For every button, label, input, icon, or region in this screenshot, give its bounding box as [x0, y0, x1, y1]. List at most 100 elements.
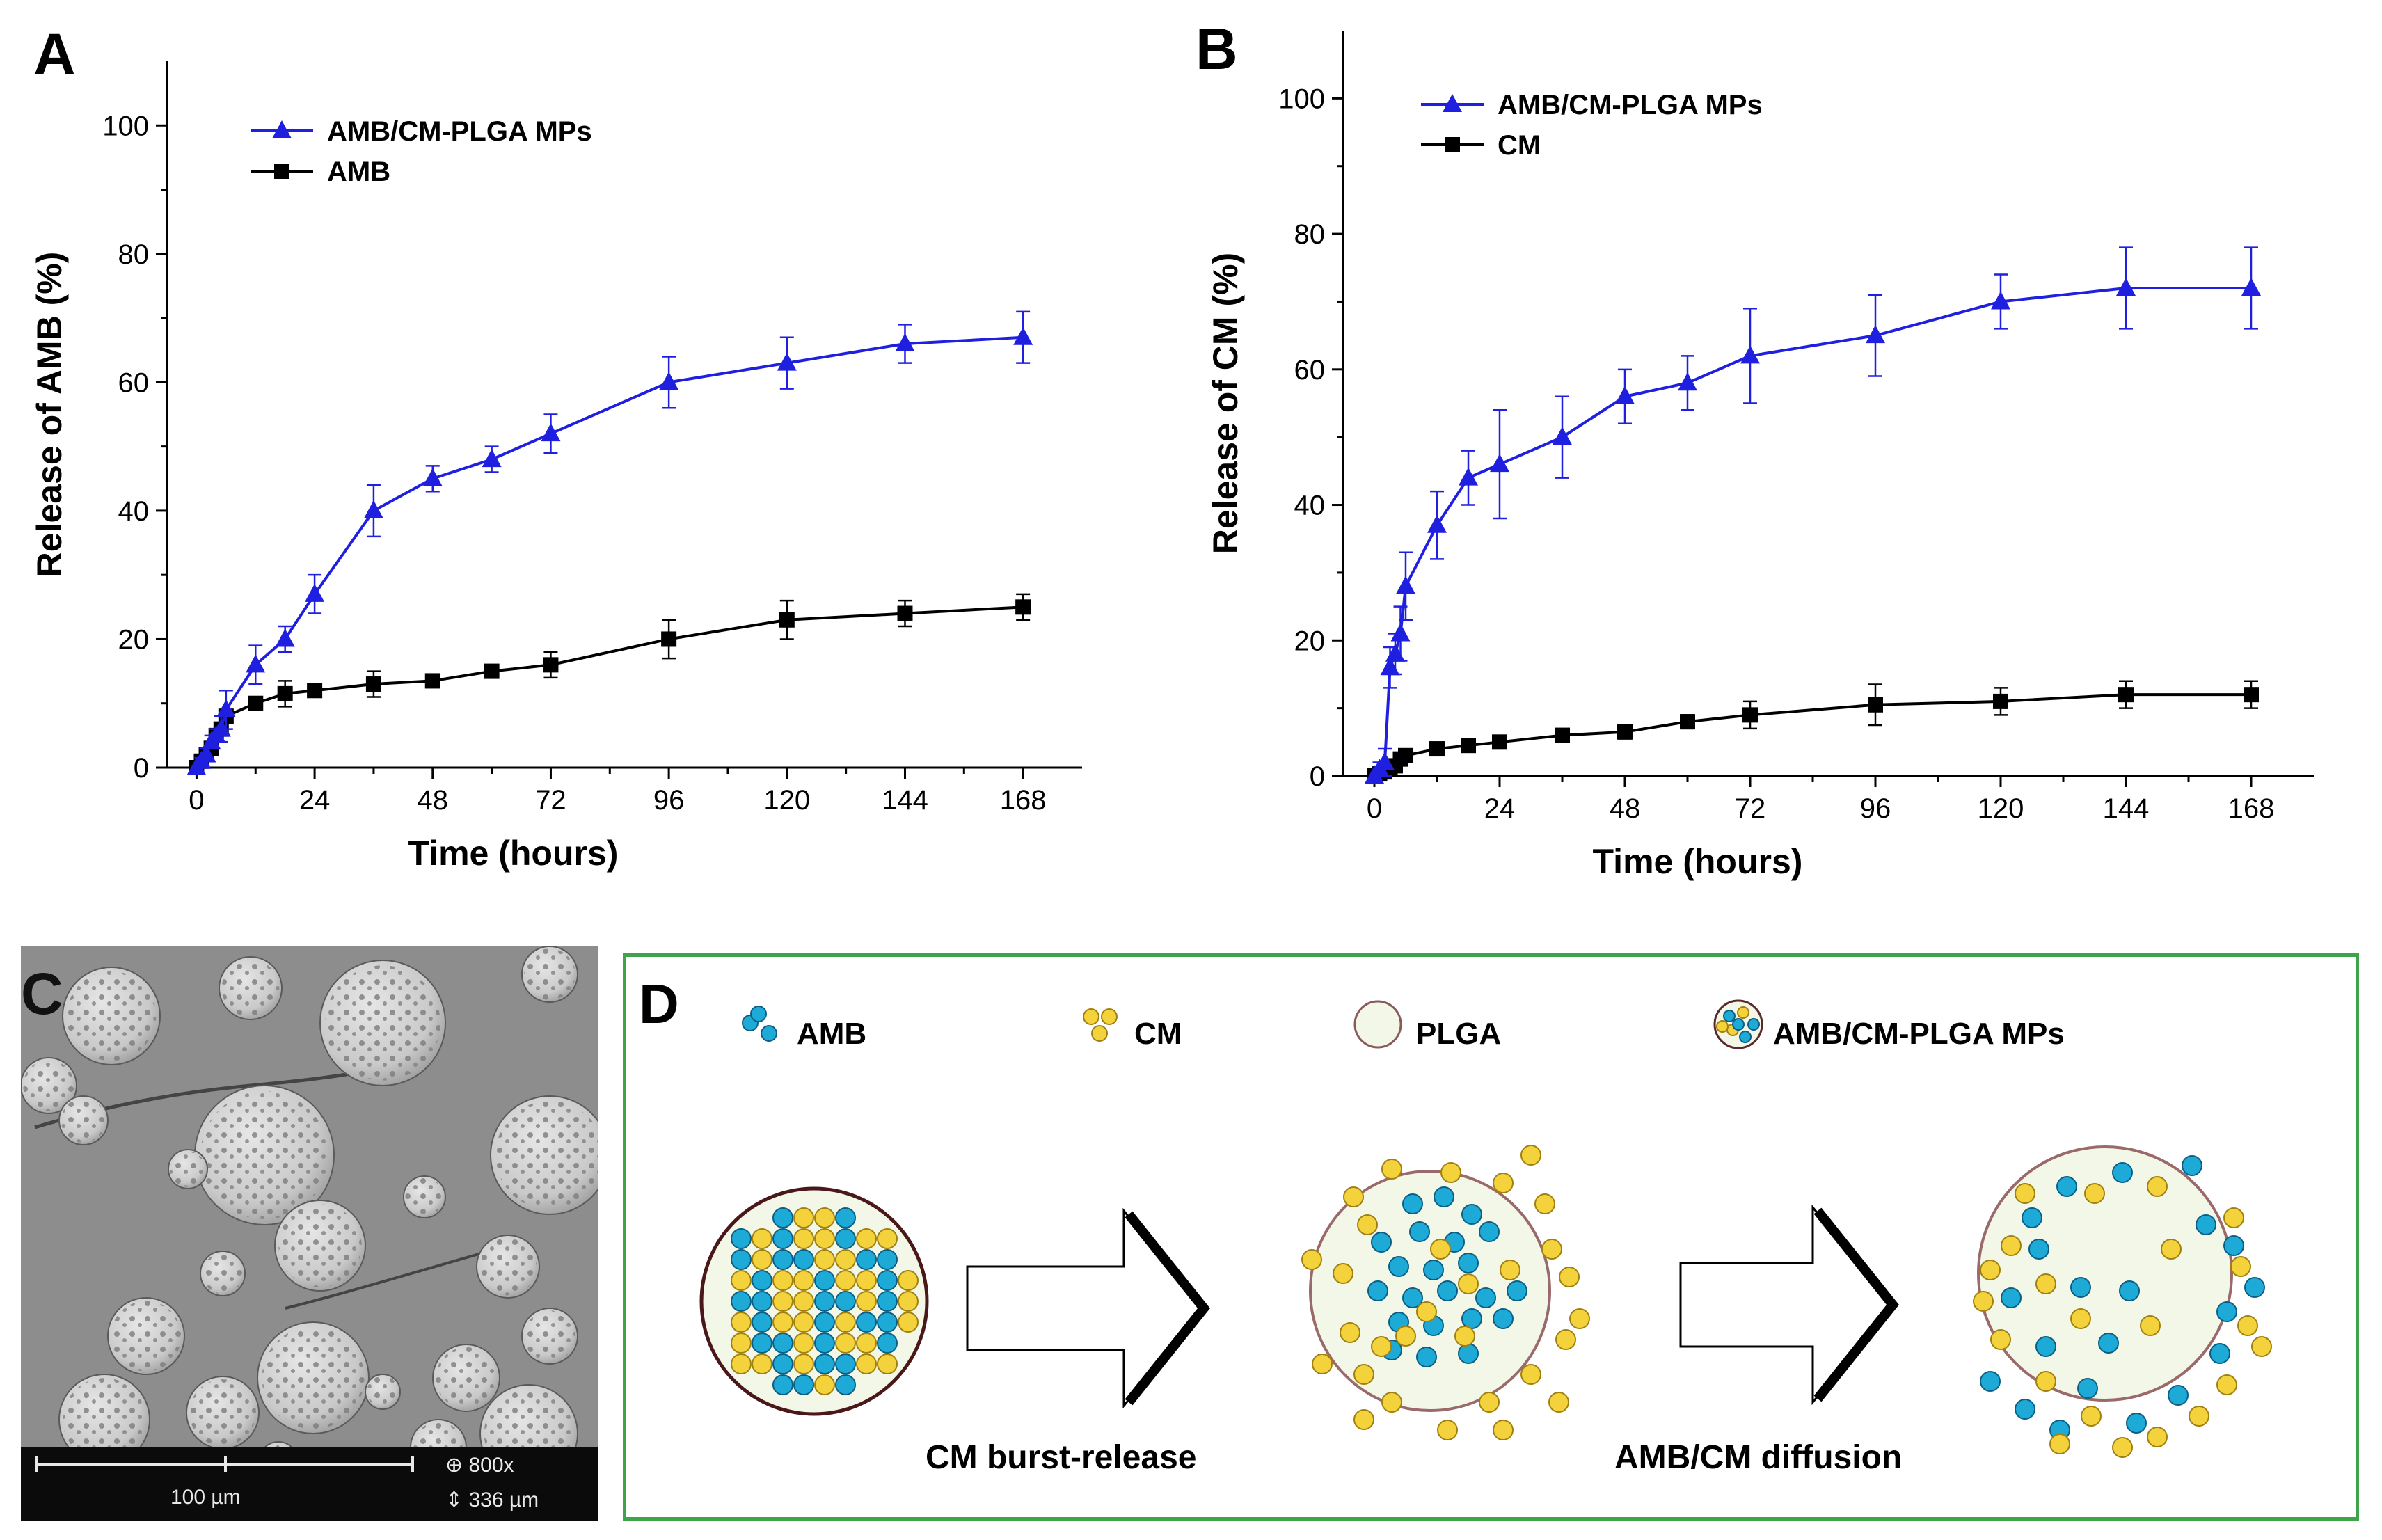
amb-particle: [835, 1228, 856, 1249]
legend-marker-triangle: [272, 120, 292, 138]
y-tick-label: 0: [1310, 761, 1325, 792]
data-point-square: [307, 683, 323, 699]
cm-particle: [1500, 1260, 1520, 1280]
cm-particle: [1416, 1301, 1437, 1322]
cm-particle: [2035, 1273, 2056, 1294]
cm-particle: [1493, 1420, 1514, 1440]
cm-particle: [1973, 1291, 1994, 1312]
amb-particle: [856, 1312, 877, 1333]
series-mps: [1365, 246, 2261, 784]
release-mechanism-diagram: D AMB CM PLGA AMB/CM-PLGA MPs: [639, 973, 2272, 1476]
data-point-triangle: [246, 654, 266, 673]
amb-particle: [877, 1270, 898, 1291]
amb-particle: [2035, 1336, 2056, 1357]
cm-particle: [731, 1354, 752, 1374]
x-axis-label: Time (hours): [408, 834, 619, 873]
amb-particle: [877, 1291, 898, 1312]
microsphere-pores: [200, 1091, 328, 1219]
amb-particle: [835, 1374, 856, 1395]
x-tick-label: 120: [763, 785, 810, 816]
amb-particle: [1479, 1221, 1500, 1242]
data-point-triangle: [482, 449, 502, 468]
cm-particle: [772, 1270, 793, 1291]
amb-particle: [1371, 1232, 1392, 1253]
cm-particle: [1381, 1159, 1402, 1180]
panel-letter-b: B: [1196, 16, 1238, 81]
legend-label-mps: AMB/CM-PLGA MPs: [1773, 1017, 2065, 1051]
field-width-value: 336 µm: [468, 1489, 539, 1511]
y-tick-label: 20: [118, 624, 150, 655]
arrow-1: [966, 1207, 1210, 1409]
cm-particle: [898, 1291, 919, 1312]
cm-particle: [2084, 1183, 2105, 1204]
cm-particle: [793, 1312, 814, 1333]
magnification-value: 800x: [468, 1454, 514, 1477]
cm-particle: [1559, 1267, 1580, 1287]
amb-particle: [772, 1354, 793, 1374]
data-point-square: [661, 631, 677, 647]
cm-particle: [1520, 1145, 1541, 1166]
data-point-square: [365, 676, 381, 692]
amb-particle: [793, 1249, 814, 1270]
cm-particle: [2035, 1371, 2056, 1392]
amb-particle: [835, 1207, 856, 1228]
sem-micrograph: [21, 946, 598, 1521]
amb-particle: [2028, 1239, 2049, 1260]
cm-particle: [2230, 1256, 2251, 1277]
amb-particle: [814, 1270, 835, 1291]
cm-particle: [793, 1333, 814, 1354]
cm-particle: [814, 1228, 835, 1249]
microsphere-pores: [479, 1237, 537, 1296]
legend-label-amb: AMB: [797, 1017, 866, 1051]
data-point-square: [1398, 747, 1413, 763]
amb-particle: [2112, 1162, 2133, 1183]
data-point-triangle: [275, 628, 295, 647]
legend-label: AMB/CM-PLGA MPs: [327, 116, 592, 147]
cm-particle: [793, 1354, 814, 1374]
cm-particle: [1343, 1186, 1364, 1207]
data-point-square: [424, 673, 440, 689]
data-point-square: [1617, 724, 1633, 740]
panel-c-sem-image: C 100 µm ⊕ 800x ⇕ 336 µm: [21, 946, 598, 1521]
amb-particle: [1507, 1280, 1527, 1301]
data-point-square: [2244, 687, 2259, 703]
legend-marker-square: [1445, 137, 1460, 152]
y-tick-label: 60: [1294, 355, 1326, 386]
cm-particle: [793, 1228, 814, 1249]
amb-particle: [1458, 1253, 1479, 1273]
cm-particle: [1479, 1392, 1500, 1413]
cm-particle-icon: [1101, 1008, 1118, 1025]
cm-particle: [1371, 1336, 1392, 1357]
cm-particle: [2015, 1183, 2035, 1204]
microsphere-pores: [170, 1151, 206, 1187]
amb-particle-icon: [761, 1025, 777, 1042]
microsphere-pores: [262, 1326, 365, 1429]
amb-particle: [772, 1374, 793, 1395]
data-point-square: [277, 685, 293, 701]
field-width-readout: ⇕ 336 µm: [445, 1488, 539, 1512]
chart-amb-release: 0 20 40 60 80 100 0 24 48 72 96 120 144 168 Time (hour…: [30, 61, 1082, 873]
series-line: [195, 335, 1024, 769]
cm-particle: [2251, 1336, 2272, 1357]
magnification-readout: ⊕ 800x: [445, 1453, 514, 1477]
data-point-square: [779, 612, 795, 628]
data-point-square: [897, 605, 913, 621]
arrow-2: [1679, 1204, 1899, 1406]
amb-particle: [731, 1291, 752, 1312]
cm-particle: [898, 1312, 919, 1333]
amb-particle: [1475, 1287, 1496, 1308]
x-tick-label: 168: [1000, 785, 1047, 816]
cm-particle: [731, 1312, 752, 1333]
data-point-square: [1742, 707, 1758, 723]
cm-particle: [1312, 1354, 1333, 1374]
series-line: [1373, 286, 2251, 777]
microsphere-pores: [111, 1301, 182, 1372]
amb-particle: [2070, 1277, 2091, 1298]
cm-particle: [2112, 1437, 2133, 1458]
cm-particle: [793, 1291, 814, 1312]
microsphere-pores: [61, 1097, 106, 1143]
data-point-triangle: [196, 744, 216, 763]
step-label-burst-release: CM burst-release: [926, 1439, 1196, 1476]
cm-particle: [772, 1291, 793, 1312]
amb-particle: [1739, 1031, 1752, 1043]
